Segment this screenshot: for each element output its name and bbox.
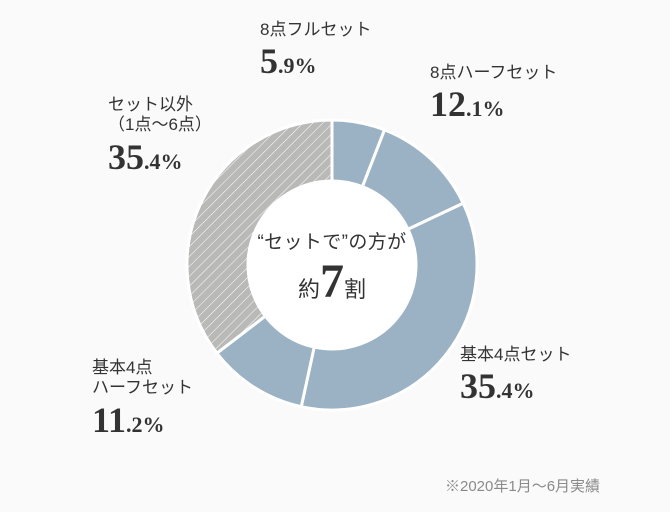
center-caption: “セットで”の方が 約7割 [252, 227, 412, 309]
label-half8-dec: .1 [466, 96, 483, 121]
label-basic4-dec: .4 [496, 378, 513, 403]
label-half8-pct: % [483, 96, 505, 121]
label-full8-dec: .9 [278, 53, 295, 78]
label-basic4-pct: % [513, 378, 535, 403]
label-basic4-int: 35 [460, 366, 496, 406]
footnote: ※2020年1月～6月実績 [445, 475, 600, 496]
center-line2: 約7割 [252, 254, 412, 309]
label-full8-int: 5 [260, 41, 278, 81]
label-basic4half-int: 11 [92, 400, 126, 440]
label-other-int: 35 [108, 137, 144, 177]
label-other: セット以外 （1点～6点） 35.4% [108, 95, 212, 179]
center-line1: “セットで”の方が [252, 227, 412, 254]
label-basic4: 基本4点セット 35.4% [460, 345, 571, 409]
label-basic4half-sub: ハーフセット [92, 378, 193, 398]
center-big: 7 [320, 255, 344, 308]
label-basic4half-dec: .2 [126, 412, 143, 437]
label-half8-int: 12 [430, 84, 466, 124]
label-basic4half: 基本4点 ハーフセット 11.2% [92, 358, 193, 442]
label-other-pct: % [161, 149, 183, 174]
label-full8-pct: % [295, 53, 317, 78]
donut-chart: 8点フルセット 5.9% 8点ハーフセット 12.1% 基本4点セット 35.4… [0, 0, 670, 512]
label-half8: 8点ハーフセット 12.1% [430, 63, 557, 127]
label-full8: 8点フルセット 5.9% [260, 20, 371, 84]
label-full8-name: 8点フルセット [260, 20, 371, 40]
label-basic4half-name: 基本4点 [92, 358, 193, 378]
label-basic4half-pct: % [143, 412, 165, 437]
label-other-dec: .4 [144, 149, 161, 174]
center-suffix: 割 [344, 277, 366, 302]
label-other-name: セット以外 [108, 95, 212, 115]
label-basic4-name: 基本4点セット [460, 345, 571, 365]
label-other-sub: （1点～6点） [108, 115, 212, 135]
center-prefix: 約 [298, 277, 320, 302]
label-half8-name: 8点ハーフセット [430, 63, 557, 83]
